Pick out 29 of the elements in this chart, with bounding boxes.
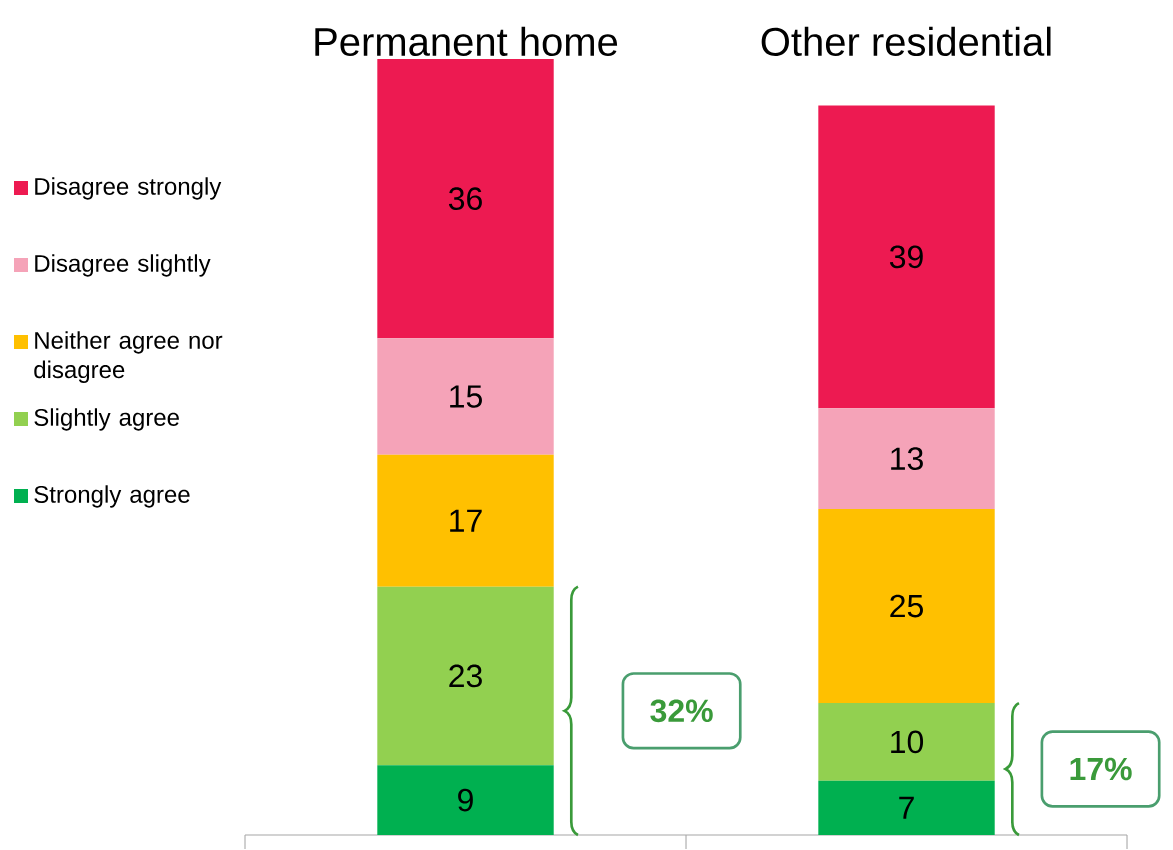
data-label: 36 bbox=[448, 187, 482, 210]
bar bbox=[377, 765, 554, 835]
bar bbox=[377, 338, 554, 455]
x-tick-label: Permanent home bbox=[315, 26, 618, 57]
bar bbox=[818, 509, 995, 704]
legend-label: Disagree slightly bbox=[35, 254, 211, 277]
bar bbox=[377, 454, 554, 587]
legend-label: Slightly agree bbox=[34, 408, 179, 431]
bar bbox=[377, 586, 554, 766]
legend-label: Disagree strongly bbox=[35, 177, 222, 200]
data-label: 17 bbox=[450, 509, 482, 532]
data-label: 10 bbox=[891, 730, 924, 754]
annotation: 32% bbox=[650, 699, 713, 723]
data-label: 39 bbox=[889, 245, 923, 269]
data-label: 13 bbox=[891, 447, 923, 470]
bar bbox=[818, 105, 995, 409]
legend-label: Strongly agree bbox=[34, 485, 190, 508]
data-label: 23 bbox=[449, 664, 482, 688]
annotation: 17% bbox=[1070, 757, 1132, 781]
data-label: 25 bbox=[890, 594, 923, 618]
data-label: 7 bbox=[899, 796, 914, 819]
legend-label: Neither agree nor disagree bbox=[34, 331, 223, 383]
bar bbox=[377, 59, 554, 339]
data-label: 15 bbox=[450, 385, 482, 408]
bar bbox=[818, 780, 995, 835]
bar bbox=[818, 703, 995, 781]
bar bbox=[818, 408, 995, 510]
data-label: 9 bbox=[458, 788, 473, 812]
x-tick-label: Other residential bbox=[761, 26, 1051, 57]
